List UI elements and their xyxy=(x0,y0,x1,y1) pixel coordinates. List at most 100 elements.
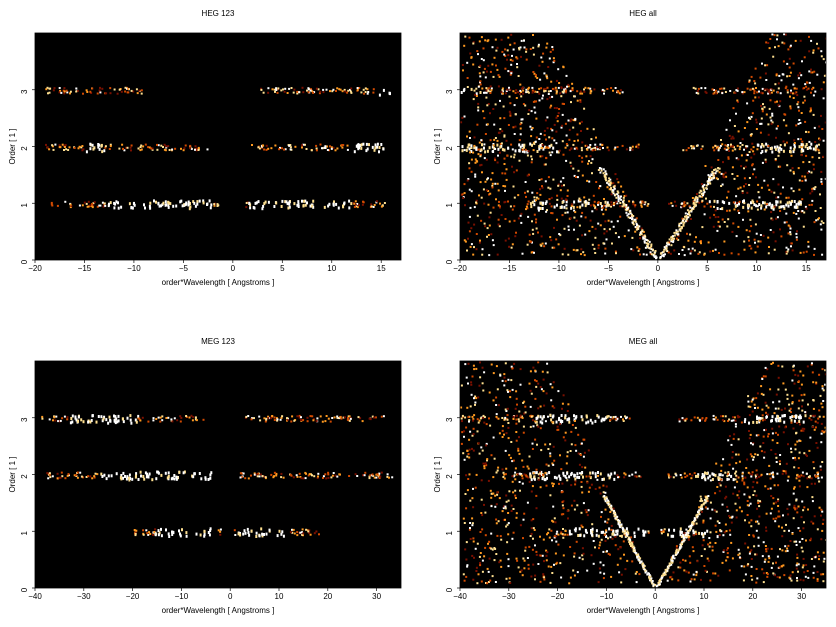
scatter-cell xyxy=(474,403,476,406)
scatter-cell xyxy=(572,248,575,251)
band-cell xyxy=(239,476,242,479)
band-cell xyxy=(49,87,52,90)
trace-cell xyxy=(678,225,681,228)
scatter-cell xyxy=(718,147,720,150)
band-cell xyxy=(730,145,733,148)
band-cell xyxy=(790,418,793,422)
scatter-cell xyxy=(466,489,469,492)
band-cell xyxy=(670,202,673,205)
scatter-cell xyxy=(737,453,740,456)
scatter-cell xyxy=(506,552,509,555)
band-cell xyxy=(578,527,581,531)
band-cell xyxy=(750,475,753,478)
band-cell xyxy=(731,144,734,147)
scatter-cell xyxy=(761,408,764,411)
scatter-cell xyxy=(550,565,553,568)
scatter-cell xyxy=(802,101,805,104)
band-cell xyxy=(573,147,576,150)
band-cell xyxy=(271,88,274,91)
scatter-cell xyxy=(775,561,777,564)
scatter-cell xyxy=(511,388,514,391)
band-cell xyxy=(81,145,84,147)
scatter-cell xyxy=(539,132,542,135)
band-cell xyxy=(481,416,484,419)
band-cell xyxy=(256,475,259,478)
scatter-cell xyxy=(602,484,605,487)
scatter-cell xyxy=(567,83,570,86)
band-cell xyxy=(137,478,140,481)
scatter-cell xyxy=(748,414,751,417)
scatter-cell xyxy=(551,572,554,574)
scatter-cell xyxy=(752,535,755,538)
band-cell xyxy=(512,475,515,478)
scatter-cell xyxy=(545,559,548,562)
scatter-cell xyxy=(481,171,483,174)
x-tick-label: −5 xyxy=(179,264,189,273)
band-cell xyxy=(192,475,195,479)
scatter-cell xyxy=(481,528,484,531)
scatter-cell xyxy=(582,552,585,555)
band-cell xyxy=(306,416,309,419)
scatter-cell xyxy=(484,39,487,42)
band-cell xyxy=(721,92,724,95)
band-cell xyxy=(668,476,671,479)
scatter-cell xyxy=(580,524,583,527)
scatter-cell xyxy=(514,478,517,481)
scatter-cell xyxy=(569,450,572,452)
band-cell xyxy=(606,146,609,149)
scatter-cell xyxy=(581,466,584,469)
band-cell xyxy=(366,147,369,151)
scatter-cell xyxy=(681,217,684,220)
scatter-cell xyxy=(759,240,762,243)
band-cell xyxy=(299,531,302,534)
scatter-cell xyxy=(614,173,617,176)
band-cell xyxy=(312,199,315,203)
scatter-cell xyxy=(605,529,607,532)
scatter-cell xyxy=(800,394,803,397)
scatter-cell xyxy=(491,184,494,187)
scatter-cell xyxy=(483,371,486,374)
scatter-cell xyxy=(825,61,826,64)
scatter-cell xyxy=(707,174,710,177)
band-cell xyxy=(87,420,90,424)
scatter-cell xyxy=(753,168,756,171)
trace-cell xyxy=(641,229,644,232)
band-cell xyxy=(597,415,600,419)
band-cell xyxy=(634,471,637,474)
scatter-cell xyxy=(738,552,741,555)
scatter-cell xyxy=(731,557,734,560)
scatter-cell xyxy=(525,50,528,53)
scatter-cell xyxy=(487,90,490,93)
scatter-cell xyxy=(507,522,510,525)
scatter-cell xyxy=(775,456,778,459)
scatter-cell xyxy=(508,220,511,223)
band-cell xyxy=(690,145,693,147)
scatter-cell xyxy=(520,121,523,124)
scatter-cell xyxy=(579,454,582,456)
scatter-cell xyxy=(517,194,520,197)
band-cell xyxy=(805,472,808,475)
band-cell xyxy=(279,418,282,421)
band-cell xyxy=(131,477,134,481)
trace-cell xyxy=(633,218,636,221)
scatter-cell xyxy=(769,38,772,40)
scatter-cell xyxy=(724,485,727,488)
scatter-cell xyxy=(769,512,772,515)
scatter-cell xyxy=(534,574,537,577)
band-cell xyxy=(597,534,600,538)
band-cell xyxy=(194,148,196,151)
band-cell xyxy=(140,144,143,147)
scatter-cell xyxy=(464,204,466,207)
scatter-cell xyxy=(586,127,589,130)
band-cell xyxy=(209,476,212,480)
trace-cell xyxy=(625,204,628,206)
y-tick-label: 2 xyxy=(20,474,29,479)
band-cell xyxy=(704,419,707,422)
scatter-cell xyxy=(469,522,472,524)
scatter-cell xyxy=(479,83,482,86)
band-cell xyxy=(306,420,309,423)
scatter-cell xyxy=(466,450,469,452)
band-cell xyxy=(77,415,80,419)
band-cell xyxy=(640,205,643,208)
band-cell xyxy=(309,204,312,208)
